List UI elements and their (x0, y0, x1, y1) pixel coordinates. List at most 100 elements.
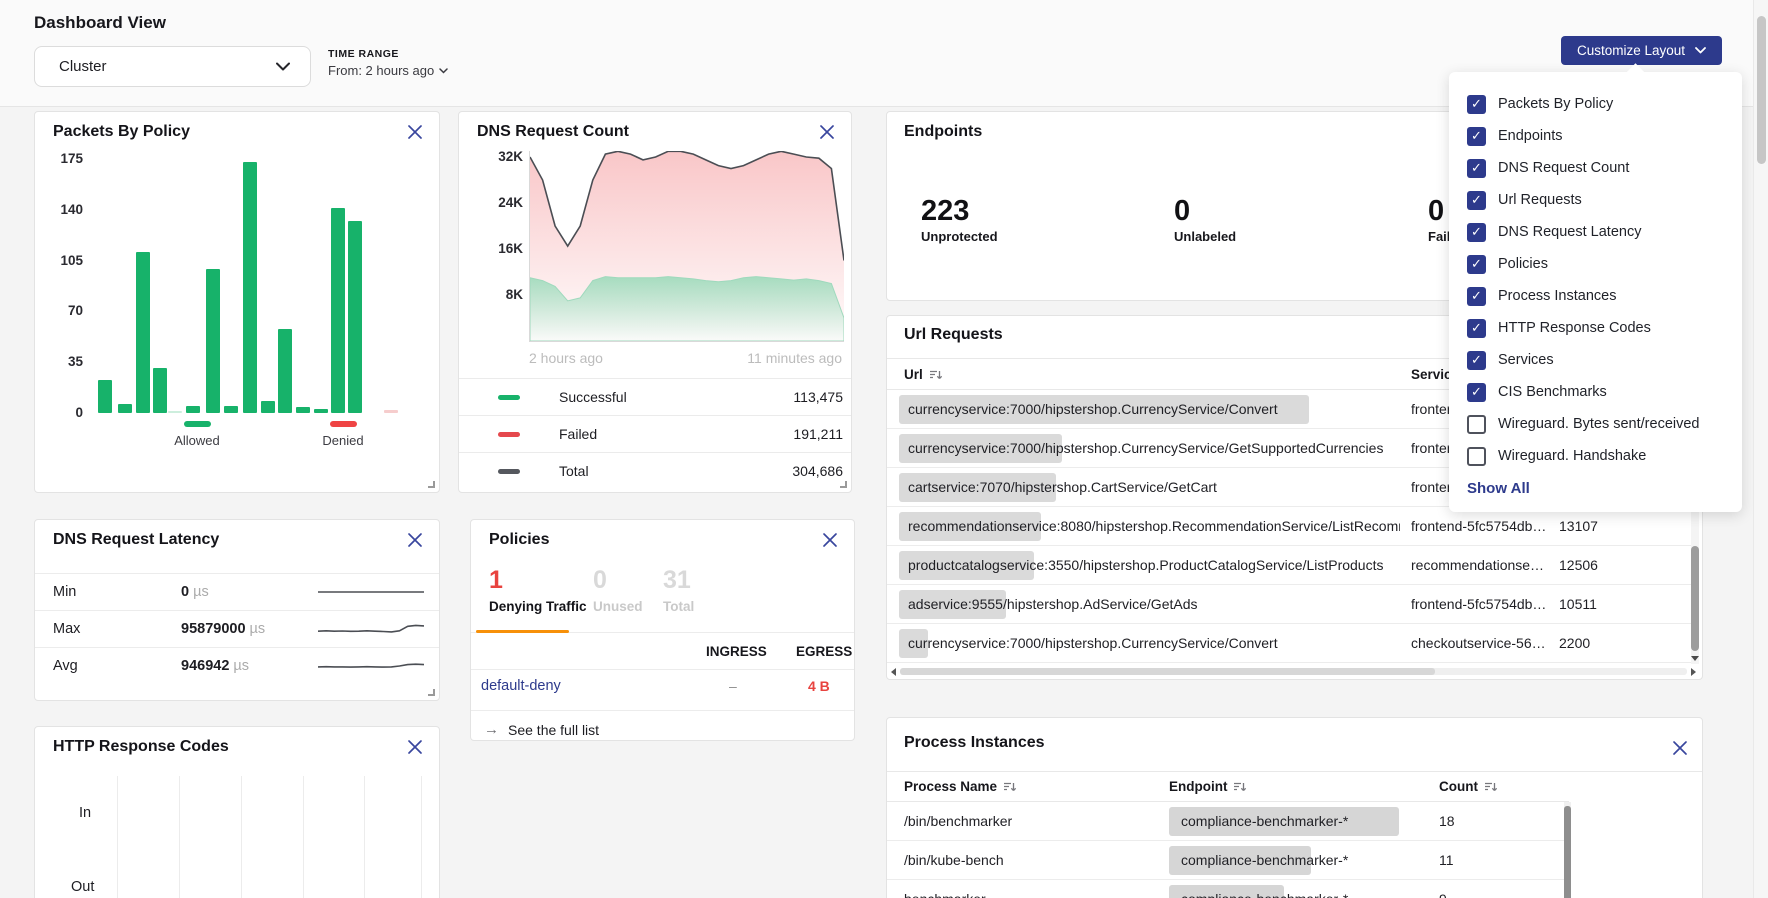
menu-item-wireguard-handshake[interactable]: Wireguard. Handshake (1467, 440, 1724, 472)
tab-label: Denying Traffic (489, 599, 587, 614)
y-axis-tick-label: 105 (49, 253, 83, 268)
scrollbar-track[interactable] (900, 668, 1687, 675)
url-table-row[interactable]: productcatalogservice:3550/hipstershop.P… (887, 546, 1693, 585)
menu-item-services[interactable]: ✓Services (1467, 344, 1724, 376)
checkbox-checked-icon[interactable]: ✓ (1467, 255, 1486, 274)
page-scrollbar[interactable] (1753, 0, 1768, 898)
menu-item-endpoints[interactable]: ✓Endpoints (1467, 120, 1724, 152)
scrollbar-thumb[interactable] (1757, 16, 1766, 164)
allowed-bar (296, 407, 310, 413)
latency-metric-label: Avg (53, 648, 78, 685)
menu-item-label: Wireguard. Handshake (1498, 448, 1646, 464)
close-icon[interactable] (407, 532, 423, 548)
horizontal-scrollbar[interactable] (891, 667, 1696, 676)
time-range-value[interactable]: From: 2 hours ago (328, 63, 448, 78)
column-header-process-name[interactable]: Process Name (904, 772, 1016, 801)
close-icon[interactable] (1672, 740, 1688, 756)
menu-item-http-response-codes[interactable]: ✓HTTP Response Codes (1467, 312, 1724, 344)
resize-handle-icon[interactable] (840, 481, 847, 488)
view-selector[interactable]: Cluster (34, 46, 311, 87)
close-icon[interactable] (407, 124, 423, 140)
legend-label: Total (559, 463, 589, 479)
checkbox-unchecked-icon[interactable] (1467, 447, 1486, 466)
legend-item[interactable]: Denied (303, 421, 383, 448)
y-axis-tick-label: 32K (483, 149, 523, 164)
menu-item-wireguard-bytes-sent-received[interactable]: Wireguard. Bytes sent/received (1467, 408, 1724, 440)
menu-item-policies[interactable]: ✓ Policies (1467, 248, 1724, 280)
policies-tab-unused[interactable]: 0Unused (593, 567, 643, 614)
menu-item-url-requests[interactable]: ✓ Url Requests (1467, 184, 1724, 216)
url-table-row[interactable]: recommendationservice:8080/hipstershop.R… (887, 507, 1693, 546)
close-icon[interactable] (407, 739, 423, 755)
process-table-row[interactable]: /bin/benchmarkercompliance-benchmarker-*… (887, 802, 1564, 841)
see-full-list-link[interactable]: → See the full list (484, 721, 599, 738)
url-cell: productcatalogservice:3550/hipstershop.P… (908, 546, 1400, 585)
resize-handle-icon[interactable] (428, 689, 435, 696)
checkbox-checked-icon[interactable]: ✓ (1467, 287, 1486, 306)
url-table-row[interactable]: adservice:9555/hipstershop.AdService/Get… (887, 585, 1693, 624)
close-icon[interactable] (822, 532, 838, 548)
vertical-scrollbar[interactable] (1564, 802, 1571, 898)
column-header-url[interactable]: Url (904, 359, 942, 390)
checkbox-checked-icon[interactable]: ✓ (1467, 223, 1486, 242)
column-header-endpoint[interactable]: Endpoint (1169, 772, 1246, 801)
menu-item-packets-by-policy[interactable]: ✓ Packets By Policy (1467, 88, 1724, 120)
menu-item-dns-request-latency[interactable]: ✓DNS Request Latency (1467, 216, 1724, 248)
menu-item-dns-request-count[interactable]: ✓DNS Request Count (1467, 152, 1724, 184)
legend-item[interactable]: Allowed (157, 421, 237, 448)
allowed-bar (98, 380, 112, 413)
y-axis-tick-label: 140 (49, 202, 83, 217)
allowed-bar (261, 401, 275, 413)
menu-item-label: Policies (1498, 256, 1548, 272)
scroll-down-arrow-icon[interactable] (1691, 656, 1699, 661)
column-header-count[interactable]: Count (1439, 772, 1497, 801)
checkbox-checked-icon[interactable]: ✓ (1467, 319, 1486, 338)
count-cell: 11 (1439, 841, 1454, 880)
policy-link[interactable]: default-deny (481, 678, 561, 694)
process-name-cell: /bin/kube-bench (904, 841, 1004, 880)
endpoint-cell: compliance-benchmarker-* (1181, 841, 1348, 880)
close-icon[interactable] (819, 124, 835, 140)
policies-tab-denying-traffic[interactable]: 1Denying Traffic (489, 567, 587, 614)
http-row-label-in: In (79, 805, 91, 821)
show-all-link[interactable]: Show All (1467, 480, 1724, 497)
menu-item-label: Packets By Policy (1498, 96, 1613, 112)
checkbox-checked-icon[interactable]: ✓ (1467, 95, 1486, 114)
process-table-row[interactable]: /bin/kube-bench compliance-benchmarker-* 1… (887, 841, 1564, 880)
denied-bar (384, 410, 398, 413)
checkbox-unchecked-icon[interactable] (1467, 415, 1486, 434)
y-axis-tick-label: 24K (483, 195, 523, 210)
scroll-left-arrow-icon[interactable] (891, 668, 896, 676)
chevron-down-icon (439, 68, 448, 74)
dns-request-latency-card: DNS Request Latency Min0 µsMax95879000 µ… (34, 519, 440, 701)
checkbox-checked-icon[interactable]: ✓ (1467, 351, 1486, 370)
menu-item-process-instances[interactable]: ✓Process Instances (1467, 280, 1724, 312)
customize-layout-button[interactable]: Customize Layout (1561, 36, 1722, 65)
checkbox-checked-icon[interactable]: ✓ (1467, 159, 1486, 178)
sort-icon[interactable] (1003, 781, 1016, 793)
sort-icon[interactable] (1484, 781, 1497, 793)
service-cell: checkoutservice-56… (1411, 624, 1551, 663)
checkbox-checked-icon[interactable]: ✓ (1467, 191, 1486, 210)
scrollbar-thumb[interactable] (1564, 806, 1571, 898)
resize-handle-icon[interactable] (428, 481, 435, 488)
sort-icon[interactable] (929, 369, 942, 381)
menu-item-label: Url Requests (1498, 192, 1582, 208)
latency-metric-label: Max (53, 611, 80, 648)
url-table-row[interactable]: currencyservice:7000/hipstershop.Currenc… (887, 624, 1693, 663)
tab-label: Unused (593, 599, 643, 614)
count-cell: 18 (1439, 802, 1455, 841)
scrollbar-thumb[interactable] (1691, 546, 1699, 651)
scroll-right-arrow-icon[interactable] (1691, 668, 1696, 676)
checkbox-checked-icon[interactable]: ✓ (1467, 127, 1486, 146)
legend-label: Allowed (174, 433, 220, 448)
scrollbar-thumb[interactable] (900, 668, 1435, 675)
process-table-row[interactable]: benchmarkercompliance-benchmarker-*9 (887, 880, 1564, 898)
allowed-bar (186, 406, 200, 413)
process-name-cell: benchmarker (904, 880, 986, 898)
allowed-bar (348, 221, 362, 413)
menu-item-cis-benchmarks[interactable]: ✓CIS Benchmarks (1467, 376, 1724, 408)
sort-icon[interactable] (1233, 781, 1246, 793)
policies-tab-total[interactable]: 31Total (663, 567, 694, 614)
checkbox-checked-icon[interactable]: ✓ (1467, 383, 1486, 402)
